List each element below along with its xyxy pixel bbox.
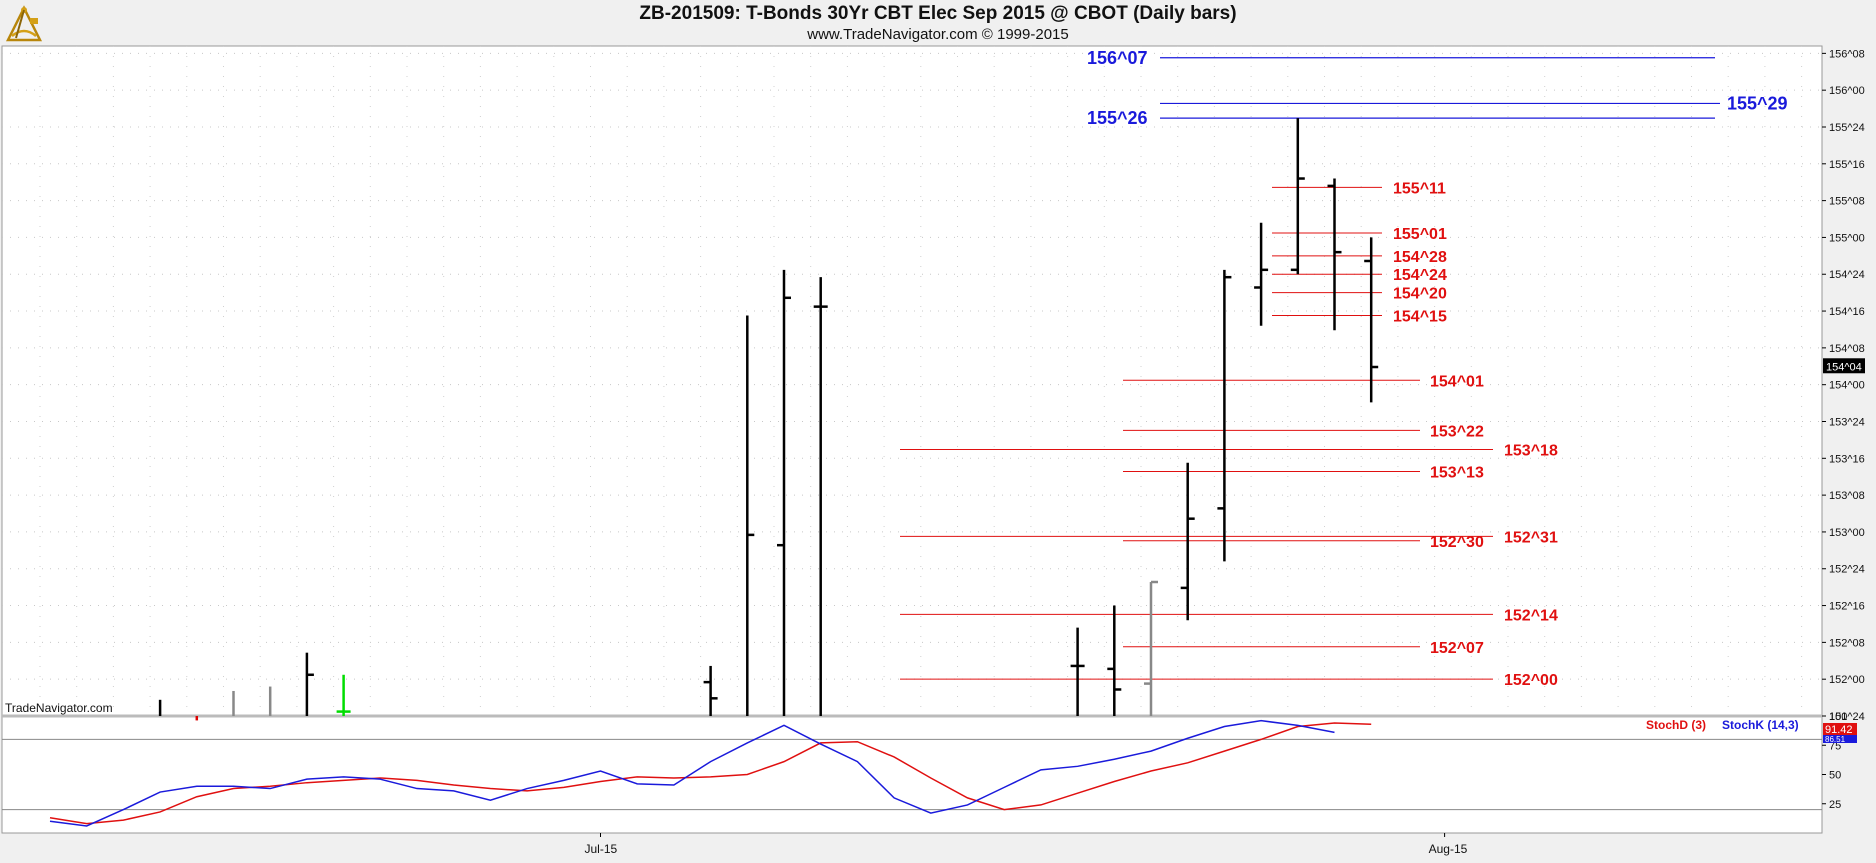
red-level-label: 155^11 (1393, 180, 1446, 197)
stoch-y-tick-label: 100 (1829, 711, 1847, 723)
red-level-label: 153^13 (1430, 465, 1484, 482)
red-level-label: 155^01 (1393, 226, 1447, 243)
stoch-series-line (49, 719, 1335, 827)
y-tick-label: 152^16 (1829, 601, 1865, 613)
y-tick-label: 153^08 (1829, 490, 1865, 502)
red-level-label: 152^00 (1504, 672, 1558, 689)
y-tick-label: 155^16 (1829, 159, 1865, 171)
stoch-series-line (49, 722, 1372, 825)
y-tick-label: 156^08 (1829, 48, 1865, 60)
y-tick-label: 152^08 (1829, 637, 1865, 649)
red-level-label: 154^01 (1430, 373, 1484, 390)
red-level-label: 154^28 (1393, 249, 1447, 266)
y-tick-label: 152^24 (1829, 564, 1865, 576)
chart-subtitle: www.TradeNavigator.com © 1999-2015 (807, 26, 1069, 43)
red-level-label: 152^30 (1430, 534, 1484, 551)
blue-level-label: 156^07 (1087, 48, 1148, 68)
red-level-label: 152^31 (1504, 529, 1558, 546)
stochK-value-label: 86.51 (1825, 735, 1846, 744)
red-level-label: 153^22 (1430, 423, 1484, 440)
y-tick-label: 155^00 (1829, 232, 1865, 244)
red-level-label: 152^14 (1504, 607, 1558, 624)
red-level-label: 154^24 (1393, 267, 1447, 284)
last-price-label: 154^04 (1826, 361, 1862, 373)
red-level-label: 154^15 (1393, 308, 1447, 325)
y-tick-label: 155^08 (1829, 196, 1865, 208)
chart-title: ZB-201509: T-Bonds 30Yr CBT Elec Sep 201… (639, 3, 1237, 24)
stochK-value-badge (1823, 735, 1857, 743)
stochD-legend: StochD (3) (1646, 718, 1706, 732)
y-tick-label: 156^00 (1829, 85, 1865, 97)
blue-level-label: 155^29 (1727, 93, 1788, 113)
y-tick-label: 154^16 (1829, 306, 1865, 318)
stoch-y-tick-label: 25 (1829, 799, 1841, 811)
y-tick-label: 154^00 (1829, 380, 1865, 392)
y-tick-label: 152^00 (1829, 674, 1865, 686)
x-tick-label: Jul-15 (585, 842, 618, 856)
y-tick-label: 153^24 (1829, 416, 1865, 428)
stoch-y-tick-label: 75 (1829, 740, 1841, 752)
y-tick-label: 155^24 (1829, 122, 1865, 134)
y-tick-label: 154^08 (1829, 343, 1865, 355)
red-level-label: 153^18 (1504, 442, 1558, 459)
stoch-y-tick-label: 50 (1829, 770, 1841, 782)
stochD-value-badge (1823, 723, 1857, 735)
red-level-label: 152^07 (1430, 640, 1484, 657)
y-tick-label: 154^24 (1829, 269, 1865, 281)
x-tick-label: Aug-15 (1429, 842, 1468, 856)
y-tick-label: 151^24 (1829, 711, 1865, 723)
stoch-panel (1, 716, 1823, 834)
y-tick-label: 153^16 (1829, 453, 1865, 465)
blue-level-label: 155^26 (1087, 108, 1148, 128)
red-level-label: 154^20 (1393, 286, 1447, 303)
stochK-legend: StochK (14,3) (1722, 718, 1799, 732)
last-price-badge (1823, 358, 1865, 374)
stochD-value-label: 91.42 (1825, 724, 1853, 736)
y-tick-label: 153^00 (1829, 527, 1865, 539)
sextant-logo-icon (5, 5, 43, 42)
watermark-label: TradeNavigator.com (5, 701, 113, 715)
